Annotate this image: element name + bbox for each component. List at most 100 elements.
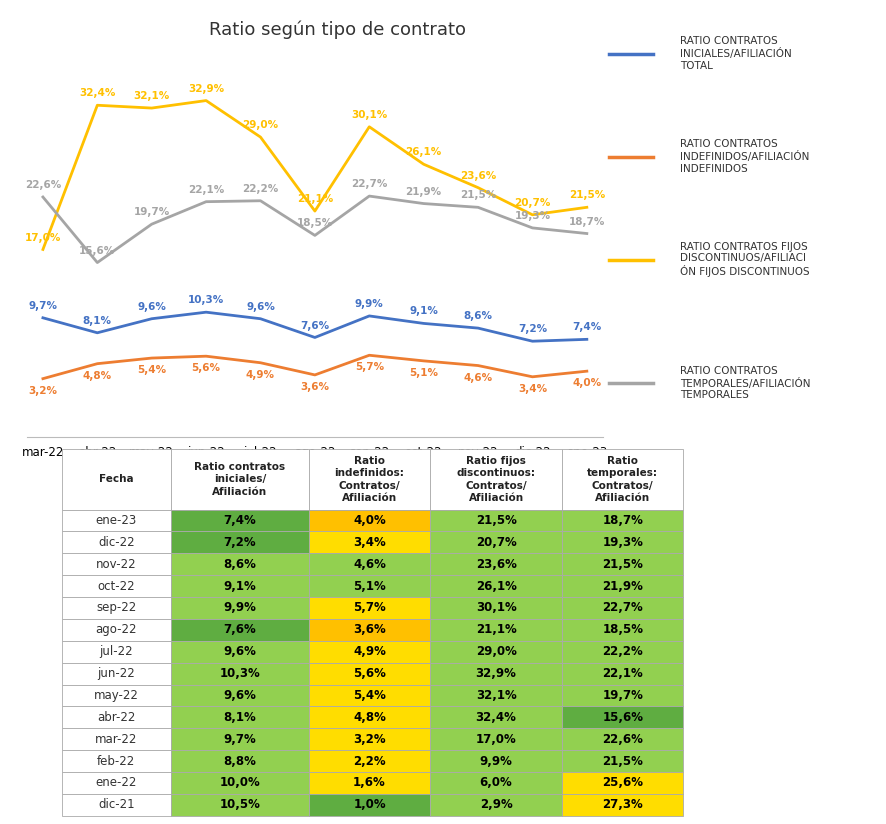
Text: 5,7%: 5,7% [354, 363, 384, 372]
Bar [170, 706, 309, 728]
Bar [309, 685, 430, 706]
Text: 4,0%: 4,0% [571, 378, 601, 388]
Text: may-22: may-22 [94, 689, 138, 702]
Text: 18,7%: 18,7% [568, 217, 604, 227]
Bar [170, 619, 309, 641]
Text: ene-22: ene-22 [96, 776, 136, 789]
Bar [430, 597, 562, 619]
Text: 9,1%: 9,1% [408, 307, 438, 316]
Bar [62, 597, 170, 619]
Text: RATIO CONTRATOS
INICIALES/AFILIACIÓN
TOTAL: RATIO CONTRATOS INICIALES/AFILIACIÓN TOT… [680, 36, 791, 71]
Bar [430, 449, 562, 509]
Text: 26,1%: 26,1% [475, 579, 516, 592]
Bar [62, 509, 170, 531]
Bar [430, 531, 562, 554]
Text: 23,6%: 23,6% [475, 558, 516, 571]
Text: 8,1%: 8,1% [223, 711, 256, 723]
Text: 8,6%: 8,6% [223, 558, 256, 571]
Text: 6,0%: 6,0% [479, 776, 512, 789]
Text: 21,1%: 21,1% [475, 624, 516, 636]
Text: 3,4%: 3,4% [517, 384, 547, 394]
Text: 7,4%: 7,4% [223, 514, 256, 527]
Bar [309, 509, 430, 531]
Text: 22,2%: 22,2% [602, 645, 642, 658]
Text: 4,6%: 4,6% [463, 372, 492, 382]
Text: Ratio según tipo de contrato: Ratio según tipo de contrato [208, 21, 465, 39]
Text: 29,0%: 29,0% [242, 120, 278, 130]
Text: abr-22: abr-22 [97, 711, 136, 723]
Bar [562, 597, 682, 619]
Text: 22,1%: 22,1% [188, 185, 224, 194]
Text: 22,1%: 22,1% [602, 667, 642, 680]
Bar [562, 728, 682, 750]
Bar [562, 619, 682, 641]
Bar [170, 728, 309, 750]
Bar [562, 641, 682, 662]
Text: 5,6%: 5,6% [191, 363, 221, 373]
Bar [309, 449, 430, 509]
Text: 32,4%: 32,4% [475, 711, 516, 723]
Bar [430, 685, 562, 706]
Text: 21,5%: 21,5% [460, 190, 495, 200]
Text: jun-22: jun-22 [97, 667, 135, 680]
Bar [430, 554, 562, 575]
Text: 22,7%: 22,7% [602, 602, 642, 615]
Text: 4,0%: 4,0% [353, 514, 385, 527]
Text: 3,2%: 3,2% [28, 386, 58, 396]
Text: 2,2%: 2,2% [353, 755, 385, 768]
Bar [309, 662, 430, 685]
Text: 9,6%: 9,6% [223, 689, 256, 702]
Bar [562, 794, 682, 816]
Bar [562, 575, 682, 597]
Text: 19,7%: 19,7% [602, 689, 642, 702]
Text: 29,0%: 29,0% [475, 645, 516, 658]
Text: 10,5%: 10,5% [219, 798, 260, 812]
Text: 21,9%: 21,9% [602, 579, 642, 592]
Text: Ratio
temporales:
Contratos/
Afiliación: Ratio temporales: Contratos/ Afiliación [587, 456, 657, 503]
Text: 9,9%: 9,9% [479, 755, 512, 768]
Text: 27,3%: 27,3% [602, 798, 642, 812]
Bar [562, 449, 682, 509]
Bar [62, 706, 170, 728]
Text: 23,6%: 23,6% [460, 171, 495, 180]
Bar [62, 641, 170, 662]
Text: sep-22: sep-22 [96, 602, 136, 615]
Bar [62, 750, 170, 772]
Text: 7,6%: 7,6% [223, 624, 256, 636]
Text: 8,6%: 8,6% [463, 311, 492, 321]
Text: Fecha: Fecha [99, 475, 134, 485]
Text: 7,2%: 7,2% [223, 536, 256, 549]
Text: 4,9%: 4,9% [353, 645, 385, 658]
Text: 21,9%: 21,9% [405, 186, 441, 197]
Bar [562, 772, 682, 794]
Text: 3,6%: 3,6% [300, 382, 329, 392]
Text: 21,5%: 21,5% [602, 755, 642, 768]
Text: 10,3%: 10,3% [220, 667, 260, 680]
Bar [170, 685, 309, 706]
Text: dic-22: dic-22 [98, 536, 135, 549]
Bar [309, 772, 430, 794]
Text: 19,3%: 19,3% [514, 211, 550, 221]
Bar [170, 794, 309, 816]
Bar [309, 597, 430, 619]
Bar [309, 641, 430, 662]
Text: 20,7%: 20,7% [514, 198, 550, 208]
Text: feb-22: feb-22 [97, 755, 136, 768]
Bar [62, 728, 170, 750]
Text: 9,6%: 9,6% [245, 302, 275, 311]
Text: 18,7%: 18,7% [602, 514, 642, 527]
Text: 15,6%: 15,6% [602, 711, 642, 723]
Bar [562, 509, 682, 531]
Bar [309, 728, 430, 750]
Bar [62, 554, 170, 575]
Bar [170, 772, 309, 794]
Text: 5,1%: 5,1% [353, 579, 385, 592]
Bar [430, 772, 562, 794]
Bar [170, 575, 309, 597]
Text: Ratio
indefinidos:
Contratos/
Afiliación: Ratio indefinidos: Contratos/ Afiliación [334, 456, 404, 503]
Text: 30,1%: 30,1% [475, 602, 516, 615]
Text: nov-22: nov-22 [96, 558, 136, 571]
Bar [430, 619, 562, 641]
Text: 32,9%: 32,9% [188, 83, 224, 94]
Text: 30,1%: 30,1% [351, 110, 387, 119]
